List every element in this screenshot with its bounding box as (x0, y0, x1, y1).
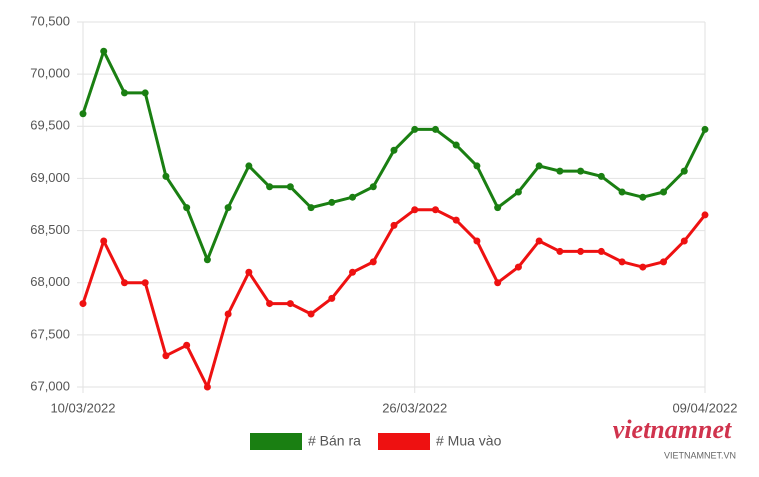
point (349, 268, 357, 276)
point (100, 237, 108, 245)
point (431, 206, 439, 214)
point (203, 383, 211, 391)
point (245, 268, 253, 276)
y-tick-label: 67,000 (30, 378, 70, 393)
point (369, 258, 377, 266)
point (245, 162, 253, 170)
point (183, 341, 191, 349)
point (494, 279, 502, 287)
point (266, 183, 274, 191)
x-tick-label: 26/03/2022 (382, 400, 447, 415)
point (349, 193, 357, 201)
point (100, 47, 108, 55)
point (224, 204, 232, 212)
watermark-brand: vietnamnet (613, 415, 732, 444)
point (224, 310, 232, 318)
point (473, 162, 481, 170)
point (411, 125, 419, 133)
point (141, 89, 149, 97)
point (680, 237, 688, 245)
legend-label: # Mua vào (436, 433, 502, 449)
point (328, 294, 336, 302)
point (680, 167, 688, 175)
point (390, 146, 398, 154)
point (577, 247, 585, 255)
point (390, 221, 398, 229)
y-tick-label: 69,000 (30, 170, 70, 185)
y-tick-label: 70,000 (30, 66, 70, 81)
point (535, 237, 543, 245)
point (79, 110, 87, 118)
point (141, 279, 149, 287)
point (162, 172, 170, 180)
point (494, 204, 502, 212)
y-tick-label: 68,000 (30, 274, 70, 289)
y-tick-label: 67,500 (30, 326, 70, 341)
point (307, 310, 315, 318)
point (411, 206, 419, 214)
point (79, 300, 87, 308)
point (618, 188, 626, 196)
point (369, 183, 377, 191)
point (514, 263, 522, 271)
point (597, 247, 605, 255)
watermark-site: VIETNAMNET.VN (664, 450, 736, 460)
point (701, 211, 709, 219)
point (701, 125, 709, 133)
point (639, 263, 647, 271)
point (577, 167, 585, 175)
point (452, 216, 460, 224)
point (660, 188, 668, 196)
point (307, 204, 315, 212)
y-tick-label: 70,500 (30, 13, 70, 28)
series-line (81, 208, 707, 389)
point (266, 300, 274, 308)
legend-label: # Bán ra (308, 433, 361, 449)
point (618, 258, 626, 266)
point (597, 172, 605, 180)
x-tick-label: 09/04/2022 (672, 400, 737, 415)
point (556, 247, 564, 255)
y-tick-label: 69,500 (30, 118, 70, 133)
point (203, 256, 211, 264)
point (183, 204, 191, 212)
legend-swatch (250, 433, 302, 450)
point (328, 198, 336, 206)
point (120, 279, 128, 287)
point (514, 188, 522, 196)
point (120, 89, 128, 97)
point (535, 162, 543, 170)
point (452, 141, 460, 149)
point (162, 352, 170, 360)
point (286, 300, 294, 308)
point (556, 167, 564, 175)
point (473, 237, 481, 245)
point (639, 193, 647, 201)
point (286, 183, 294, 191)
y-tick-label: 68,500 (30, 222, 70, 237)
point (431, 125, 439, 133)
legend-swatch (378, 433, 430, 450)
point (660, 258, 668, 266)
x-tick-label: 10/03/2022 (50, 400, 115, 415)
